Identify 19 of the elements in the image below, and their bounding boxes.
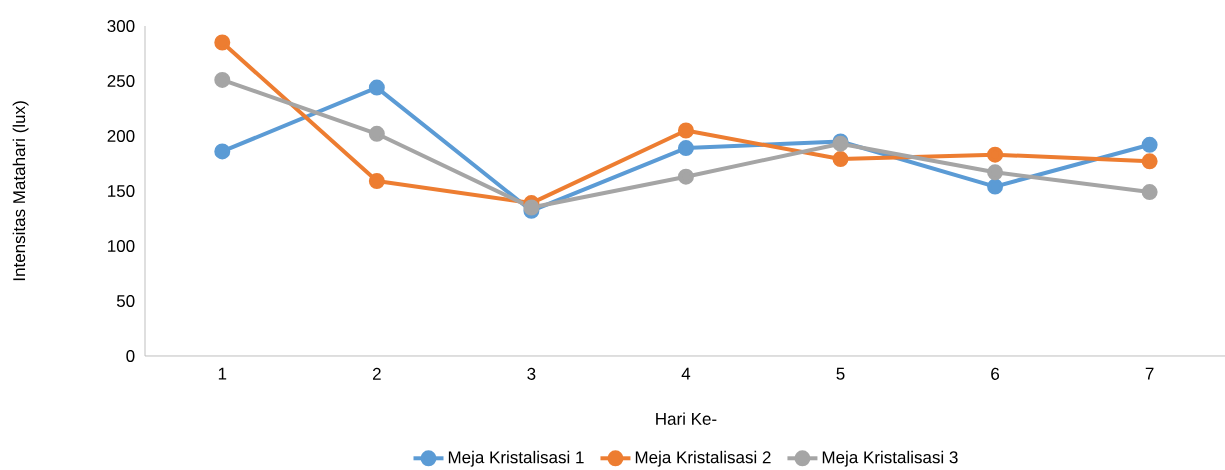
x-tick-label: 6 (991, 367, 1000, 380)
y-tick-label: 0 (126, 349, 135, 363)
x-tick-label: 4 (681, 367, 691, 380)
y-tick-label: 250 (107, 74, 135, 88)
y-tick-label: 300 (107, 19, 135, 33)
x-tick-label: 5 (836, 367, 845, 380)
legend-label: Meja Kristalisasi 2 (635, 450, 771, 467)
x-tick-label: 3 (527, 367, 536, 380)
y-tick-label: 150 (108, 184, 135, 198)
x-tick-label: 1 (218, 367, 227, 380)
x-axis-title: Hari Ke- (656, 412, 717, 425)
y-axis-title: Intensitas Matahari (lux) (12, 101, 29, 281)
legend-label: Meja Kristalisasi 3 (822, 450, 958, 467)
y-tick-label: 200 (107, 129, 135, 143)
y-tick-label: 50 (116, 294, 135, 308)
legend-label: Meja Kristalisasi 1 (448, 450, 584, 467)
y-tick-label: 100 (108, 239, 135, 253)
x-tick-label: 2 (372, 367, 381, 380)
x-tick-label: 7 (1145, 367, 1154, 380)
